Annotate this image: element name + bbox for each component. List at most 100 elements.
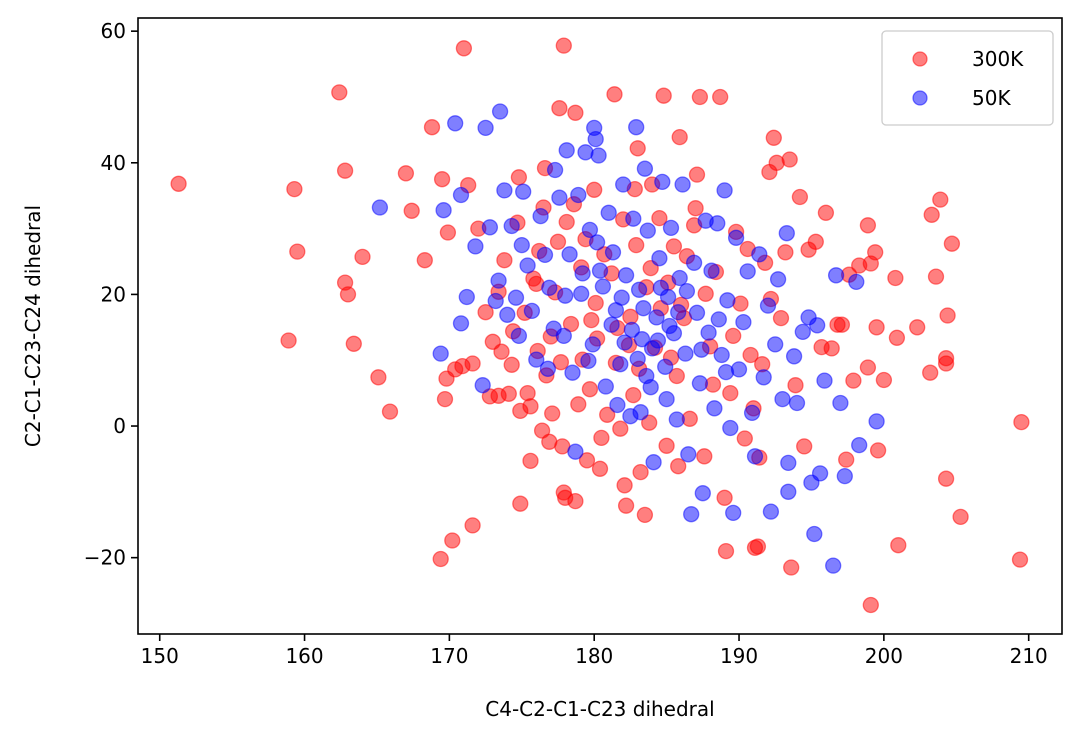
point-300k-128 <box>781 151 798 168</box>
point-50k-44 <box>600 204 617 221</box>
point-50k-109 <box>811 465 829 482</box>
point-50k-136 <box>574 265 591 282</box>
point-300k-88 <box>628 236 645 254</box>
point-50k-116 <box>851 436 868 454</box>
point-300k-3 <box>280 332 297 349</box>
point-50k-74 <box>691 375 709 392</box>
point-50k-33 <box>567 443 584 460</box>
point-300k-43 <box>519 384 536 402</box>
point-300k-114 <box>722 384 739 402</box>
point-300k-41 <box>512 495 529 512</box>
point-50k-118 <box>591 262 609 279</box>
x-tick-label: 210 <box>1010 644 1048 668</box>
point-50k-30 <box>558 142 575 159</box>
point-50k-91 <box>746 448 764 465</box>
point-300k-10 <box>370 369 387 386</box>
point-300k-101 <box>668 367 685 385</box>
point-300k-174 <box>697 285 714 302</box>
point-50k-5 <box>452 315 470 332</box>
point-50k-37 <box>581 221 599 239</box>
point-300k-82 <box>612 420 629 437</box>
point-300k-118 <box>742 346 759 364</box>
point-50k-12 <box>490 272 507 289</box>
point-50k-15 <box>499 306 516 323</box>
point-50k-16 <box>503 217 520 235</box>
legend-label-50k: 50K <box>972 86 1011 110</box>
point-300k-57 <box>549 233 567 250</box>
point-50k-40 <box>587 130 604 148</box>
point-300k-126 <box>772 309 790 327</box>
point-50k-95 <box>762 503 780 520</box>
point-300k-162 <box>939 307 956 324</box>
point-50k-25 <box>536 246 554 264</box>
point-50k-82 <box>716 182 733 199</box>
y-tick-label: 40 <box>101 151 126 175</box>
point-50k-21 <box>519 257 536 274</box>
point-50k-127 <box>649 332 667 349</box>
point-300k-158 <box>927 268 945 285</box>
point-300k-157 <box>923 206 940 223</box>
point-50k-120 <box>623 321 641 339</box>
point-50k-49 <box>617 267 635 284</box>
point-50k-129 <box>638 367 655 385</box>
point-300k-120 <box>749 538 767 555</box>
point-50k-32 <box>564 364 581 381</box>
point-50k-13 <box>491 103 509 120</box>
point-50k-54 <box>633 331 651 348</box>
point-300k-142 <box>845 372 862 389</box>
point-50k-7 <box>467 238 484 255</box>
point-300k-76 <box>591 460 609 477</box>
point-50k-134 <box>717 363 735 381</box>
point-50k-10 <box>481 219 499 236</box>
point-300k-190 <box>583 311 600 329</box>
point-50k-19 <box>513 236 530 254</box>
point-300k-14 <box>416 252 433 269</box>
point-50k-114 <box>836 467 853 485</box>
point-50k-87 <box>730 361 748 378</box>
point-50k-47 <box>612 356 629 373</box>
point-300k-63 <box>555 37 572 54</box>
point-50k-92 <box>751 246 768 263</box>
point-300k-113 <box>717 542 735 560</box>
point-300k-106 <box>688 166 706 183</box>
point-300k-55 <box>544 405 561 422</box>
point-50k-137 <box>557 287 574 304</box>
point-50k-142 <box>632 404 649 421</box>
point-300k-4 <box>331 84 348 101</box>
point-300k-111 <box>712 88 729 106</box>
point-50k-77 <box>700 324 717 341</box>
point-300k-139 <box>833 316 851 333</box>
point-50k-2 <box>435 202 452 219</box>
legend-marker-300k <box>912 51 928 67</box>
point-300k-29 <box>477 304 494 321</box>
point-50k-4 <box>452 186 470 204</box>
point-300k-176 <box>725 327 742 345</box>
point-50k-94 <box>759 297 777 314</box>
point-50k-0 <box>371 199 389 216</box>
point-50k-17 <box>507 289 525 306</box>
point-300k-0 <box>170 175 187 192</box>
point-50k-141 <box>609 396 626 414</box>
x-tick-label: 150 <box>141 644 179 668</box>
point-300k-145 <box>859 359 877 376</box>
point-50k-101 <box>780 483 797 500</box>
point-50k-1 <box>432 345 449 362</box>
point-50k-132 <box>693 341 710 358</box>
point-300k-24 <box>464 355 481 372</box>
x-tick-label: 170 <box>430 644 468 668</box>
point-300k-161 <box>937 350 955 367</box>
point-300k-64 <box>562 315 580 333</box>
point-300k-149 <box>868 319 885 336</box>
point-50k-96 <box>767 336 784 353</box>
point-300k-19 <box>439 224 457 241</box>
point-50k-8 <box>474 377 491 394</box>
point-300k-152 <box>887 269 904 287</box>
point-50k-73 <box>688 304 706 321</box>
point-300k-163 <box>937 470 955 487</box>
point-300k-80 <box>606 86 623 103</box>
point-50k-115 <box>848 273 865 291</box>
point-50k-26 <box>541 279 558 296</box>
point-300k-25 <box>432 550 449 568</box>
x-tick-label: 200 <box>865 644 903 668</box>
point-300k-147 <box>862 596 879 614</box>
